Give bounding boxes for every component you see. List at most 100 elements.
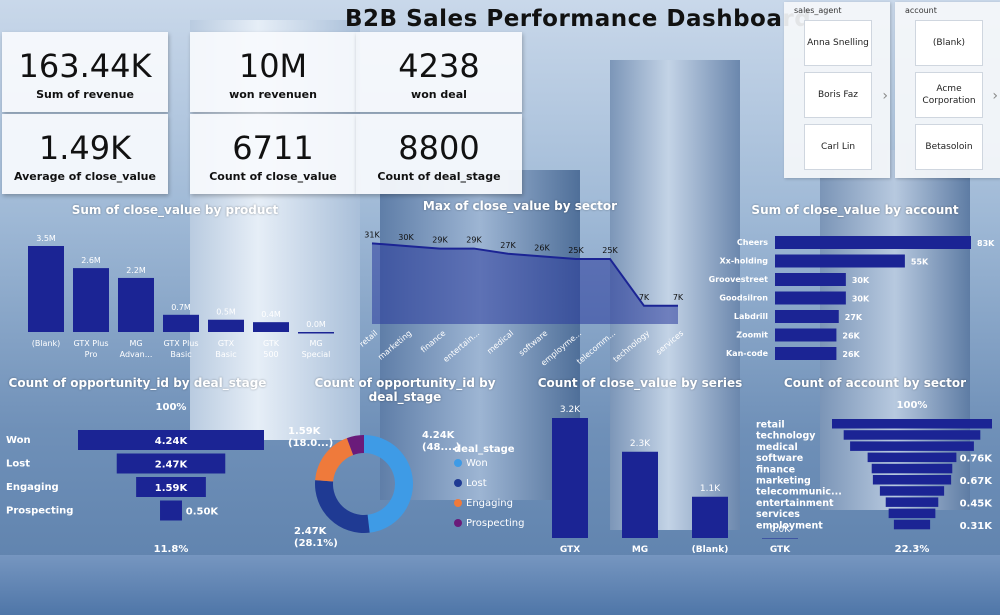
bar — [888, 508, 936, 519]
tick-label: Goodsilron — [719, 294, 768, 303]
slice-pct-label: (18.0...) — [288, 438, 333, 449]
tick-label: telecommunic... — [756, 487, 842, 498]
data-label: 4.24K — [155, 436, 189, 447]
chart-title-product: Sum of close_value by product — [71, 203, 279, 217]
chevron-right-icon[interactable]: › — [882, 88, 888, 104]
bar — [692, 496, 728, 538]
slicer-option-carl-lin[interactable]: Carl Lin — [804, 124, 872, 170]
data-label: 0.7M — [171, 303, 191, 312]
tick-label: medical — [756, 442, 798, 453]
kpi-label: Count of deal_stage — [377, 170, 501, 183]
bar — [116, 453, 226, 474]
data-label: 29K — [432, 236, 448, 245]
tick-label: Prospecting — [6, 506, 73, 517]
data-label: 30K — [852, 276, 870, 285]
data-label: 1.59K — [155, 483, 189, 494]
data-label: 7K — [673, 293, 684, 302]
chart-product: 3.5M (Blank) 2.6M GTX Plus Pro 2.2M MG Advan...… — [28, 234, 334, 359]
background-building — [380, 170, 580, 500]
data-label: 30K — [852, 295, 870, 304]
bar — [775, 254, 905, 268]
funnel-bottom-label: 22.3% — [895, 544, 930, 555]
kpi-card-count-close-value: 6711 Count of close_value — [190, 114, 356, 194]
tick-label: entertain... — [442, 329, 482, 364]
data-label: 25K — [602, 246, 618, 255]
slice-value-label: 4.24K — [422, 430, 456, 441]
chart-account: Cheers 83K Xx-holding 55K Groovestreet 30K Goo… — [709, 236, 995, 360]
tick-label: MG — [309, 339, 322, 348]
data-label: 31K — [364, 230, 380, 239]
data-label: 26K — [842, 350, 860, 359]
bar — [762, 538, 798, 539]
bar — [73, 268, 109, 332]
kpi-value: 1.49K — [38, 129, 132, 167]
tick-label: 500 — [263, 350, 278, 359]
funnel-top-label: 100% — [156, 402, 187, 413]
bar — [163, 314, 199, 332]
data-label: 27K — [845, 313, 863, 322]
funnel-bottom-label: 11.8% — [154, 544, 189, 555]
chart-deal-stage-funnel: 100% Won 4.24K Lost 2.47K Engaging 1.59K Prospe… — [6, 402, 264, 555]
bar — [28, 246, 64, 332]
kpi-value: 163.44K — [18, 47, 152, 85]
series-line — [371, 242, 678, 307]
tick-label: finance — [756, 464, 795, 475]
legend-title: deal_stage — [454, 444, 515, 455]
bar — [208, 319, 244, 332]
kpi-label: won revenuen — [229, 88, 317, 101]
slicer-option-boris-faz[interactable]: Boris Faz — [804, 72, 872, 118]
kpi-card-revenue: 163.44K Sum of revenue — [2, 32, 168, 112]
data-label: 2.47K — [155, 460, 189, 471]
slice-pct-label: (28.1%) — [294, 538, 338, 549]
tick-label: retail — [756, 420, 785, 431]
data-label: 0.31K — [960, 521, 994, 532]
chart-title-account: Sum of close_value by account — [751, 203, 959, 217]
tick-label: retail — [358, 329, 380, 349]
tick-label: GTX Plus — [163, 339, 198, 348]
slicer-option-acme-corporation[interactable]: Acme Corporation — [915, 72, 983, 118]
data-label: 2.3K — [630, 439, 651, 449]
bar — [118, 277, 154, 332]
slicer-option-blank[interactable]: (Blank) — [915, 20, 983, 66]
tick-label: GTK — [263, 339, 280, 348]
tick-label: MG — [129, 339, 142, 348]
tick-label: GTX — [218, 339, 235, 348]
slice-engaging — [315, 438, 354, 482]
legend-entry: Lost — [466, 478, 487, 489]
tick-label: Lost — [6, 459, 30, 470]
tick-label: Groovestreet — [709, 275, 769, 284]
slice-value-label: 1.59K — [288, 426, 322, 437]
data-label: 0.0K — [770, 525, 791, 535]
bar — [867, 452, 957, 463]
data-label: 0.50K — [186, 507, 220, 518]
chevron-right-icon[interactable]: › — [992, 88, 998, 104]
bar — [298, 332, 334, 334]
slicer-sales-agent: sales_agent Anna Snelling Boris Faz Carl… — [784, 2, 890, 178]
tick-label: services — [756, 509, 800, 520]
slicer-option-betasoloin[interactable]: Betasoloin — [915, 124, 983, 170]
kpi-label: won deal — [411, 88, 467, 101]
data-label: 3.5M — [36, 234, 56, 243]
slice-prospecting — [346, 435, 364, 455]
bar — [160, 500, 182, 521]
slicer-option-anna-snelling[interactable]: Anna Snelling — [804, 20, 872, 66]
tick-label: (Blank) — [32, 339, 61, 348]
data-label: 1.1K — [700, 484, 721, 494]
chart-title-deal-stage-funnel: Count of opportunity_id by deal_stage — [8, 376, 267, 390]
legend-marker — [454, 459, 462, 467]
slice-won — [364, 435, 413, 533]
slice-lost — [315, 480, 370, 533]
slicer-account: account (Blank) Acme Corporation Betasol… — [895, 2, 1000, 178]
tick-label: GTX — [560, 545, 580, 555]
tick-label: technology — [611, 328, 651, 364]
tick-label: entertainment — [756, 498, 834, 509]
background-floor — [0, 555, 1000, 615]
chart-series: 3.2K GTX 2.3K MG 1.1K (Blank) 0.0K GTK — [552, 405, 798, 555]
bar — [775, 273, 846, 286]
data-label: 0.4M — [261, 310, 281, 319]
tick-label: (Blank) — [692, 545, 729, 555]
chart-title-deal-stage-donut: Count of opportunity_id by deal_stage — [314, 376, 496, 404]
data-label: 2.6M — [81, 256, 101, 265]
bar — [872, 475, 952, 485]
bar — [843, 430, 981, 440]
